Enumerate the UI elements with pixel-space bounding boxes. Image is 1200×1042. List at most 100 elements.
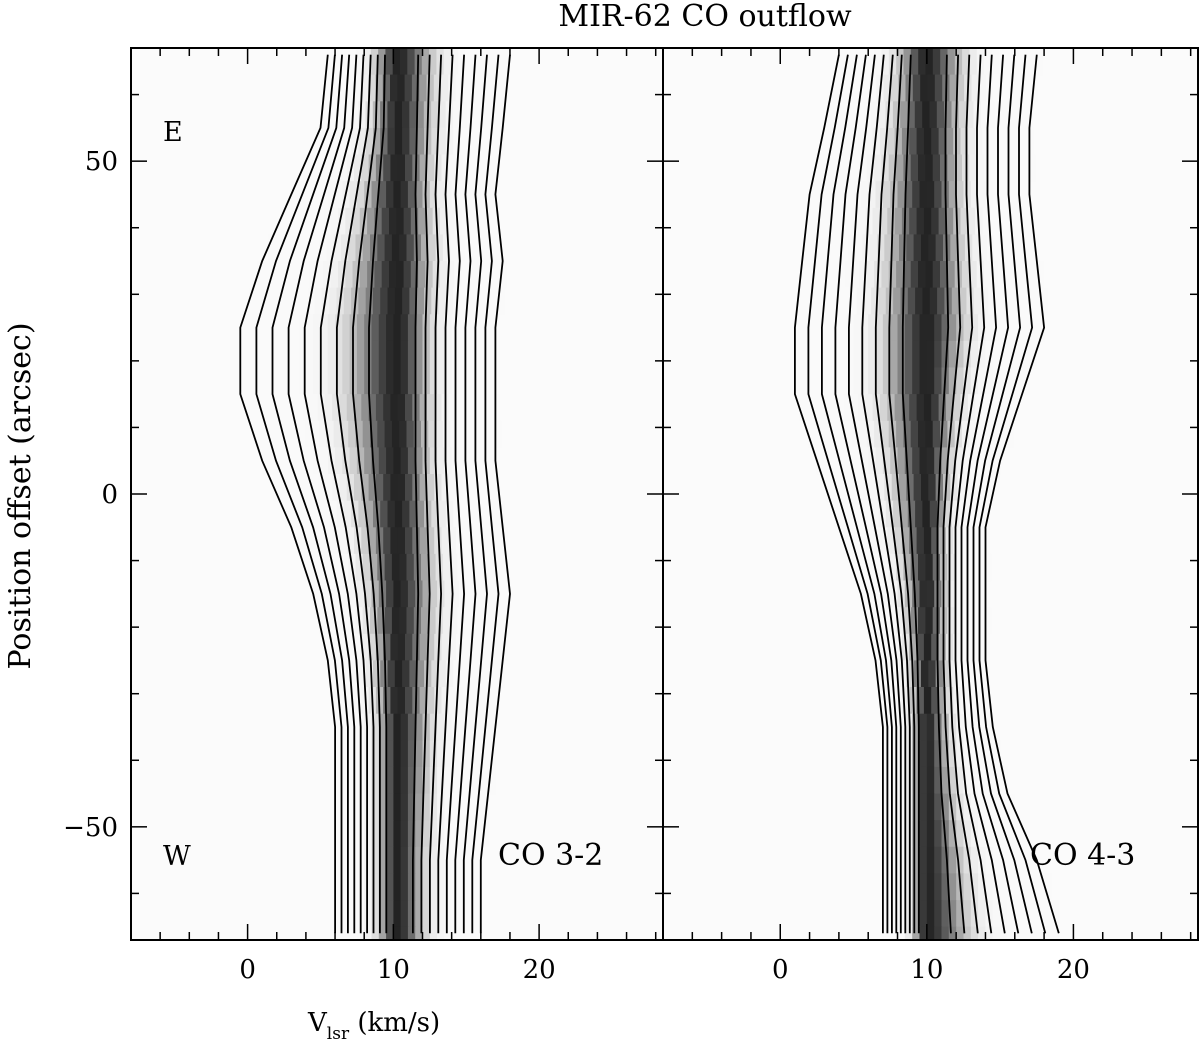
intensity-cell bbox=[805, 287, 814, 315]
intensity-cell bbox=[407, 367, 416, 395]
intensity-cell bbox=[901, 127, 910, 156]
intensity-cell bbox=[358, 287, 367, 315]
intensity-cell bbox=[948, 314, 957, 342]
intensity-cell bbox=[834, 101, 843, 129]
intensity-cell bbox=[466, 900, 475, 928]
intensity-cell bbox=[963, 367, 972, 395]
intensity-cell bbox=[492, 687, 501, 715]
intensity-cell bbox=[975, 394, 984, 422]
intensity-cell bbox=[1000, 900, 1008, 928]
intensity-cell bbox=[982, 207, 991, 235]
intensity-cell bbox=[969, 420, 978, 448]
intensity-cell bbox=[978, 846, 986, 874]
intensity-cell bbox=[371, 793, 380, 821]
intensity-cell bbox=[950, 660, 959, 688]
intensity-cell bbox=[956, 740, 965, 768]
intensity-cell bbox=[948, 447, 957, 475]
intensity-cell bbox=[982, 527, 991, 555]
intensity-cell bbox=[945, 687, 954, 715]
intensity-cell bbox=[855, 234, 863, 262]
intensity-cell bbox=[1014, 926, 1023, 940]
intensity-cell bbox=[422, 793, 431, 821]
intensity-cell bbox=[852, 261, 860, 289]
intensity-cell bbox=[317, 394, 326, 422]
intensity-cell bbox=[488, 181, 496, 209]
intensity-cell bbox=[335, 340, 343, 369]
intensity-cell bbox=[324, 633, 333, 661]
intensity-cell bbox=[364, 447, 373, 475]
intensity-cell bbox=[928, 660, 937, 688]
intensity-cell bbox=[400, 181, 409, 209]
intensity-cell bbox=[985, 926, 994, 940]
intensity-cell bbox=[342, 873, 351, 901]
intensity-cell bbox=[378, 314, 387, 342]
intensity-cell bbox=[407, 820, 416, 848]
intensity-cell bbox=[340, 553, 349, 582]
intensity-cell bbox=[335, 713, 343, 741]
intensity-cell bbox=[391, 234, 400, 262]
intensity-cell bbox=[451, 820, 460, 848]
intensity-cell bbox=[441, 527, 450, 555]
intensity-cell bbox=[377, 607, 386, 635]
intensity-cell bbox=[321, 101, 330, 129]
panel-co43-ticks bbox=[662, 48, 1198, 940]
intensity-cell bbox=[499, 74, 508, 102]
intensity-cell bbox=[834, 287, 843, 315]
intensity-cell bbox=[963, 820, 972, 848]
intensity-cell bbox=[390, 394, 399, 422]
intensity-cell bbox=[970, 793, 979, 821]
intensity-cell bbox=[365, 660, 374, 688]
intensity-cell bbox=[281, 474, 289, 502]
intensity-cell bbox=[918, 607, 926, 635]
intensity-cell bbox=[997, 127, 1006, 156]
intensity-cell bbox=[985, 740, 994, 768]
intensity-cell bbox=[342, 580, 351, 608]
intensity-cell bbox=[879, 687, 888, 715]
intensity-cell bbox=[1007, 340, 1016, 369]
intensity-cell bbox=[890, 900, 899, 928]
intensity-cell bbox=[378, 926, 387, 940]
intensity-cell bbox=[390, 74, 398, 102]
intensity-cell bbox=[303, 154, 311, 182]
contour-line bbox=[303, 54, 362, 934]
intensity-cell bbox=[904, 713, 913, 741]
intensity-cell bbox=[297, 234, 306, 262]
intensity-cell bbox=[421, 553, 429, 582]
intensity-cell bbox=[978, 713, 986, 741]
intensity-cell bbox=[392, 48, 401, 76]
intensity-cell bbox=[501, 553, 510, 582]
intensity-cell bbox=[361, 474, 370, 502]
intensity-cell bbox=[934, 314, 943, 342]
intensity-cell bbox=[304, 553, 313, 582]
intensity-cell bbox=[1022, 340, 1030, 369]
intensity-cell bbox=[891, 660, 900, 688]
intensity-cell bbox=[501, 607, 510, 635]
intensity-cell bbox=[444, 846, 453, 874]
intensity-cell bbox=[488, 367, 496, 395]
intensity-cell bbox=[976, 553, 985, 582]
intensity-cell bbox=[265, 261, 273, 289]
intensity-cell bbox=[816, 314, 825, 342]
intensity-cell bbox=[925, 553, 934, 582]
intensity-cell bbox=[440, 261, 448, 289]
intensity-cell bbox=[1006, 261, 1014, 289]
intensity-cell bbox=[821, 207, 830, 235]
intensity-cell bbox=[367, 261, 375, 289]
intensity-cell bbox=[890, 740, 899, 768]
intensity-cell bbox=[984, 553, 992, 582]
intensity-cell bbox=[938, 527, 947, 555]
intensity-cell bbox=[948, 367, 957, 395]
intensity-cell bbox=[874, 607, 882, 635]
intensity-cell bbox=[410, 207, 419, 235]
intensity-cell bbox=[383, 687, 392, 715]
intensity-cell bbox=[913, 474, 922, 502]
intensity-cell bbox=[950, 474, 959, 502]
intensity-cell bbox=[850, 127, 859, 156]
intensity-cell bbox=[940, 48, 949, 76]
intensity-cell bbox=[894, 207, 903, 235]
intensity-cell bbox=[399, 607, 408, 635]
contour-line bbox=[834, 54, 898, 934]
intensity-cell bbox=[431, 101, 439, 129]
intensity-cell bbox=[272, 261, 281, 289]
